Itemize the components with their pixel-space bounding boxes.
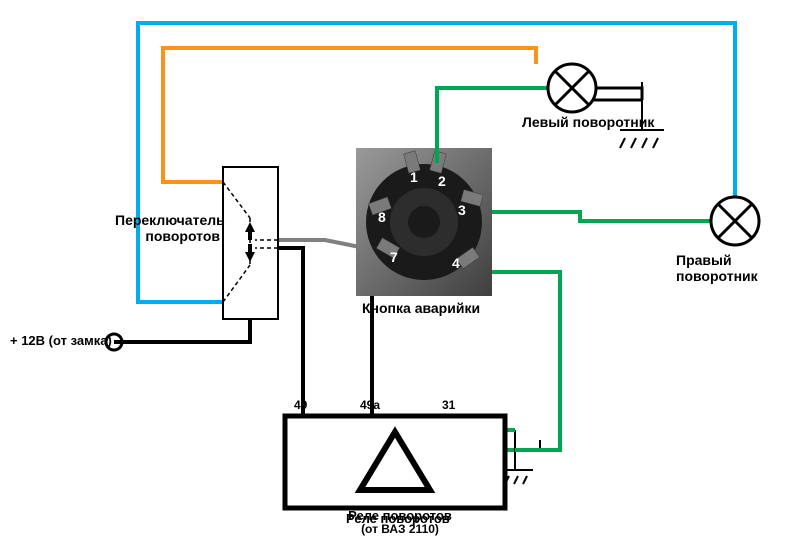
hazard-button-photo bbox=[356, 148, 492, 296]
wire-left-lamp-ground bbox=[595, 88, 642, 100]
label-hazard-button: Кнопка аварийки bbox=[362, 300, 480, 316]
svg-text:1: 1 bbox=[410, 169, 418, 185]
label-power: + 12B (от замка) bbox=[10, 333, 112, 348]
label-right-turn: Правый поворотник bbox=[676, 252, 800, 284]
wire-black-12v bbox=[114, 319, 250, 342]
relay-box bbox=[285, 416, 505, 508]
relay-line1: Реле поворотов bbox=[300, 509, 500, 523]
svg-text:3: 3 bbox=[458, 202, 466, 218]
label-switch-1: Переключатель bbox=[115, 212, 220, 228]
label-relay: Реле поворотов (от ВАЗ 2110) bbox=[300, 509, 500, 535]
wire-green-right bbox=[478, 212, 716, 221]
lamp-right-turn bbox=[711, 197, 759, 245]
lamp-left-turn bbox=[548, 64, 596, 112]
svg-text:2: 2 bbox=[438, 173, 446, 189]
svg-text:7: 7 bbox=[390, 249, 398, 265]
label-left-turn: Левый поворотник bbox=[522, 114, 654, 130]
svg-text:8: 8 bbox=[378, 209, 386, 225]
wire-switch-to-relay49 bbox=[278, 248, 303, 416]
label-pin49: 49 bbox=[294, 398, 307, 412]
label-switch-2: поворотов bbox=[115, 228, 220, 244]
label-pin49a: 49a bbox=[360, 398, 380, 412]
turn-switch bbox=[223, 167, 278, 319]
label-pin31: 31 bbox=[442, 398, 455, 412]
relay-line2: (от ВАЗ 2110) bbox=[300, 523, 500, 536]
svg-text:4: 4 bbox=[452, 255, 460, 271]
